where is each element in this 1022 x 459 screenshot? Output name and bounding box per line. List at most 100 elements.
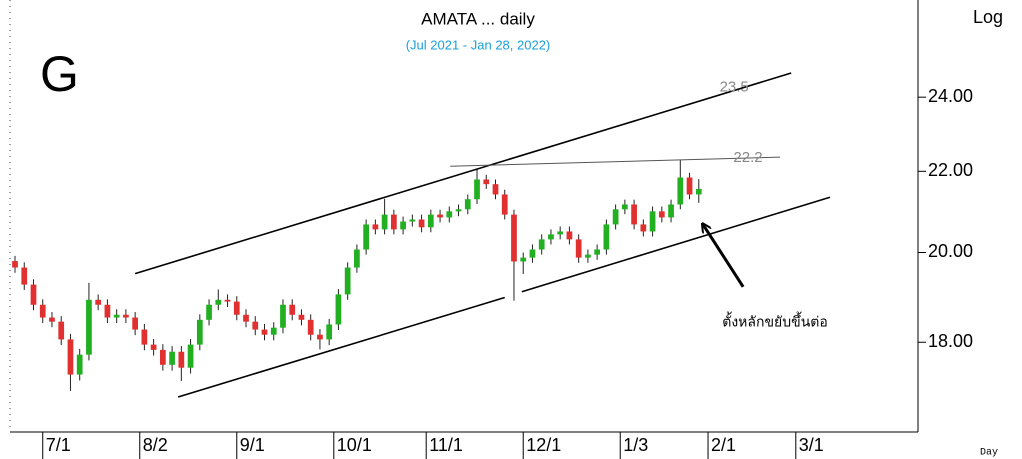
x-tick-label: 1/3 (623, 435, 648, 455)
candle-body (67, 339, 74, 375)
panel-label: G (40, 46, 79, 102)
candle-body (621, 204, 628, 210)
annotation: 22.2 (733, 149, 762, 166)
candle-body (538, 239, 545, 250)
candle-body (289, 304, 296, 315)
frame (9, 0, 919, 433)
candle-body (12, 261, 18, 268)
x-tick-label: 9/1 (240, 435, 265, 455)
candle-body (474, 179, 480, 200)
candle-body (557, 231, 564, 235)
trend-line (450, 156, 781, 167)
candle-body (418, 219, 425, 228)
candle-body (206, 304, 212, 320)
scale-label: Log (973, 7, 1003, 27)
candle-body (123, 314, 129, 318)
arrow (703, 224, 745, 288)
candle-body (150, 344, 157, 350)
candle-body (649, 211, 656, 232)
candle-body (280, 304, 286, 328)
annotation: 23.5 (720, 78, 749, 95)
candle-body (372, 224, 379, 230)
candle-body (511, 214, 517, 262)
candle-body (21, 267, 28, 285)
candle-body (30, 284, 37, 305)
candle-body (270, 327, 277, 335)
candle-body (427, 214, 434, 228)
candle-body (58, 321, 65, 340)
candle-body (483, 179, 490, 185)
candle-body (492, 184, 499, 195)
trend-line (521, 196, 831, 293)
candle-body (464, 199, 471, 210)
candle-body (400, 221, 406, 230)
candle-body (335, 294, 342, 325)
candle-body (233, 301, 240, 315)
candle-body (326, 324, 333, 340)
candle-body (390, 214, 397, 230)
x-tick-label: 11/1 (429, 435, 463, 455)
y-tick-label: 24.00 (928, 86, 973, 106)
candle-body (437, 214, 443, 218)
candle-body (132, 317, 139, 330)
x-tick-label: 10/1 (337, 435, 372, 455)
candle-body (141, 329, 148, 345)
candle-body (594, 249, 601, 255)
candle-body (169, 351, 175, 365)
candle-body (501, 194, 508, 215)
candle-body (76, 354, 83, 375)
candle-body (159, 349, 166, 365)
candle-body (409, 219, 416, 222)
candle-body (307, 319, 314, 335)
annotation: ตั้งหลักขยับขึ้นต่อ (722, 311, 828, 329)
x-tick-label: 7/1 (46, 435, 71, 455)
candle-body (104, 304, 111, 318)
candle-body (39, 304, 46, 318)
candle-body (658, 211, 665, 218)
candle-body (603, 224, 610, 250)
candle-body (224, 299, 231, 302)
candle-body (95, 299, 102, 305)
x-tick-label: 12/1 (526, 435, 561, 455)
candle-body (113, 314, 120, 318)
candle-body (86, 299, 92, 355)
candle-body (677, 177, 684, 205)
x-tick-label: 2/1 (711, 435, 736, 455)
candle-body (612, 209, 619, 225)
y-tick-label: 20.00 (928, 241, 973, 261)
candle-body (215, 299, 222, 305)
candle-body (363, 224, 370, 250)
candle-body (178, 351, 185, 368)
candle-body (585, 254, 591, 258)
y-tick-label: 22.00 (928, 160, 973, 180)
chart-subtitle: (Jul 2021 - Jan 28, 2022) (406, 37, 551, 52)
candle-body (317, 334, 323, 340)
candle-body (686, 177, 693, 195)
candle-body (529, 249, 536, 258)
candle-body (455, 209, 462, 212)
candle-body (575, 239, 582, 258)
candle-body (196, 319, 203, 345)
candle-body (548, 234, 554, 240)
candle-body (640, 224, 647, 232)
x-tick-label: 3/1 (799, 435, 824, 455)
candle-body (252, 321, 259, 330)
candle-body (243, 314, 249, 322)
candle-body (520, 257, 527, 262)
y-tick-label: 18.00 (928, 331, 973, 351)
candle-body (298, 314, 305, 320)
candles (12, 159, 702, 391)
trend-line (177, 296, 505, 398)
candle-body (631, 204, 637, 225)
x-axis-label: Day (980, 448, 998, 459)
candle-body (49, 317, 55, 322)
chart-title: AMATA ... daily (421, 9, 535, 28)
candle-body (381, 214, 388, 230)
candle-body (187, 344, 194, 368)
candle-body (446, 211, 453, 218)
candle-body (566, 231, 573, 240)
candle-body (261, 329, 268, 335)
candle-body (668, 204, 674, 218)
candle-body (354, 249, 360, 268)
